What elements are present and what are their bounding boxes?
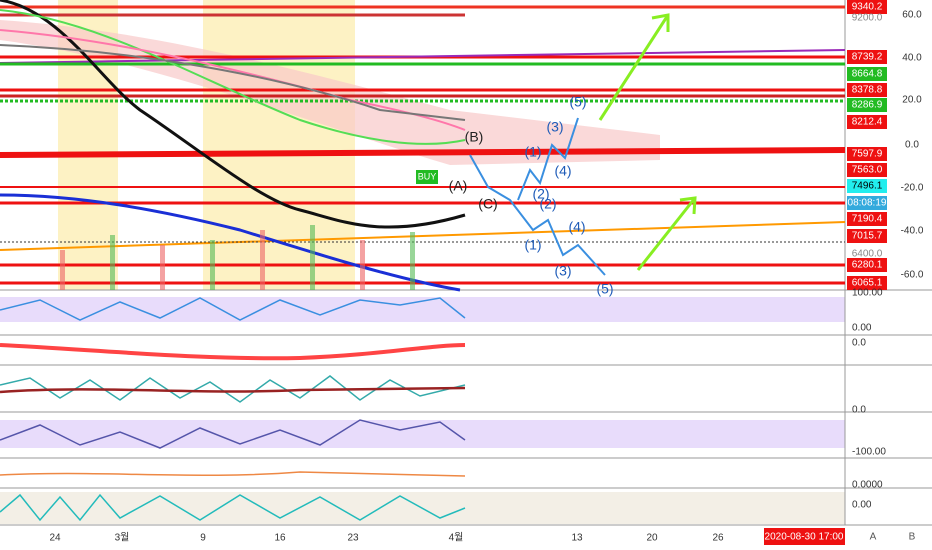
wave-label: (5): [569, 94, 586, 110]
price-label-box: [847, 163, 887, 177]
panel-tick: -100.00: [852, 447, 886, 458]
buy-box: [416, 170, 438, 184]
wave-label: (4): [554, 163, 571, 179]
price-tick: 6400.0: [852, 249, 883, 260]
panel-tick: 0.0000: [852, 480, 883, 491]
price-label-box: [847, 258, 887, 272]
price-label-box: [847, 83, 887, 97]
arrows: [598, 13, 697, 271]
scale-a: A: [870, 532, 877, 543]
volume: [60, 225, 415, 290]
price-label-box: [847, 276, 887, 290]
percent-tick: 20.0: [902, 95, 922, 106]
wave-label: (B): [465, 129, 484, 145]
x-tick-label: 4월: [449, 532, 464, 544]
price-label-box: [847, 50, 887, 64]
panel-dividers: [0, 0, 932, 526]
x-tick-label: 24: [49, 533, 61, 544]
price-label-box: [847, 0, 887, 14]
panel-tick: 0.0: [852, 338, 866, 349]
wave-label: (3): [554, 263, 571, 279]
wave-label: (4): [568, 219, 585, 235]
panel-band: [0, 420, 845, 448]
wave-label: (1): [524, 144, 541, 160]
x-tick-label: 9: [200, 533, 206, 544]
price-label: 7563.0: [852, 165, 883, 176]
price-label-box: [847, 212, 887, 226]
x-tick-label: 16: [274, 533, 286, 544]
levels: [0, 5, 846, 285]
percent-tick: 0.0: [905, 140, 919, 151]
price-label: 08:08:19: [848, 198, 887, 209]
price-label: 9340.2: [852, 2, 883, 13]
wave-label: (3): [546, 119, 563, 135]
wave-label: (5): [596, 281, 613, 297]
price-label: 7015.7: [852, 231, 883, 242]
price-label-box: [847, 98, 887, 112]
x-tick-label: 3월: [115, 532, 130, 544]
wave-label: (2): [539, 196, 556, 212]
scale-b: B: [909, 532, 916, 543]
price-label: 6065.1: [852, 278, 883, 289]
price-label-box: [847, 147, 887, 161]
percent-tick: 40.0: [902, 53, 922, 64]
price-label: 8664.8: [852, 69, 883, 80]
x-tick-label: 23: [347, 533, 359, 544]
panel-tick: 0.00: [852, 500, 872, 511]
price-label: 7496.1: [852, 181, 883, 192]
price-label-box: [847, 115, 887, 129]
price-label-box: [847, 229, 887, 243]
price-label: 8378.8: [852, 85, 883, 96]
buy-signal: BUY: [418, 171, 437, 181]
price-label-box: [847, 67, 887, 81]
x-tick-label: 26: [712, 533, 724, 544]
price-label: 8739.2: [852, 52, 883, 63]
price-label: 6280.1: [852, 260, 883, 271]
x-tick-label: 13: [571, 533, 583, 544]
x-tick-label: 20: [646, 533, 658, 544]
percent-tick: -20.0: [901, 183, 924, 194]
wave-label: (A): [449, 178, 468, 194]
percent-tick: -40.0: [901, 226, 924, 237]
percent-tick: -60.0: [901, 270, 924, 281]
price-label-box: [847, 179, 887, 193]
moving-averages: [0, 0, 466, 292]
percent-tick: 60.0: [902, 10, 922, 21]
price-label-box: [847, 196, 887, 210]
wave-label: (C): [478, 196, 497, 212]
band: [203, 0, 355, 290]
panel-tick: 100.00: [852, 288, 883, 299]
wave-label: (2): [532, 186, 549, 202]
price-label: 7190.4: [852, 214, 883, 225]
price-label: 8286.9: [852, 100, 883, 111]
datetime-box: [764, 528, 845, 545]
panel-tick: 0.0: [852, 405, 866, 416]
price-label: 7597.9: [852, 149, 883, 160]
panel-tick: 0.00: [852, 323, 872, 334]
wave-label: (1): [524, 237, 541, 253]
datetime: 2020-08-30 17:00: [765, 532, 844, 543]
projection: [469, 117, 606, 276]
indicators: [0, 297, 466, 522]
price-tick: 9200.0: [852, 13, 883, 24]
price-label: 8212.4: [852, 117, 883, 128]
